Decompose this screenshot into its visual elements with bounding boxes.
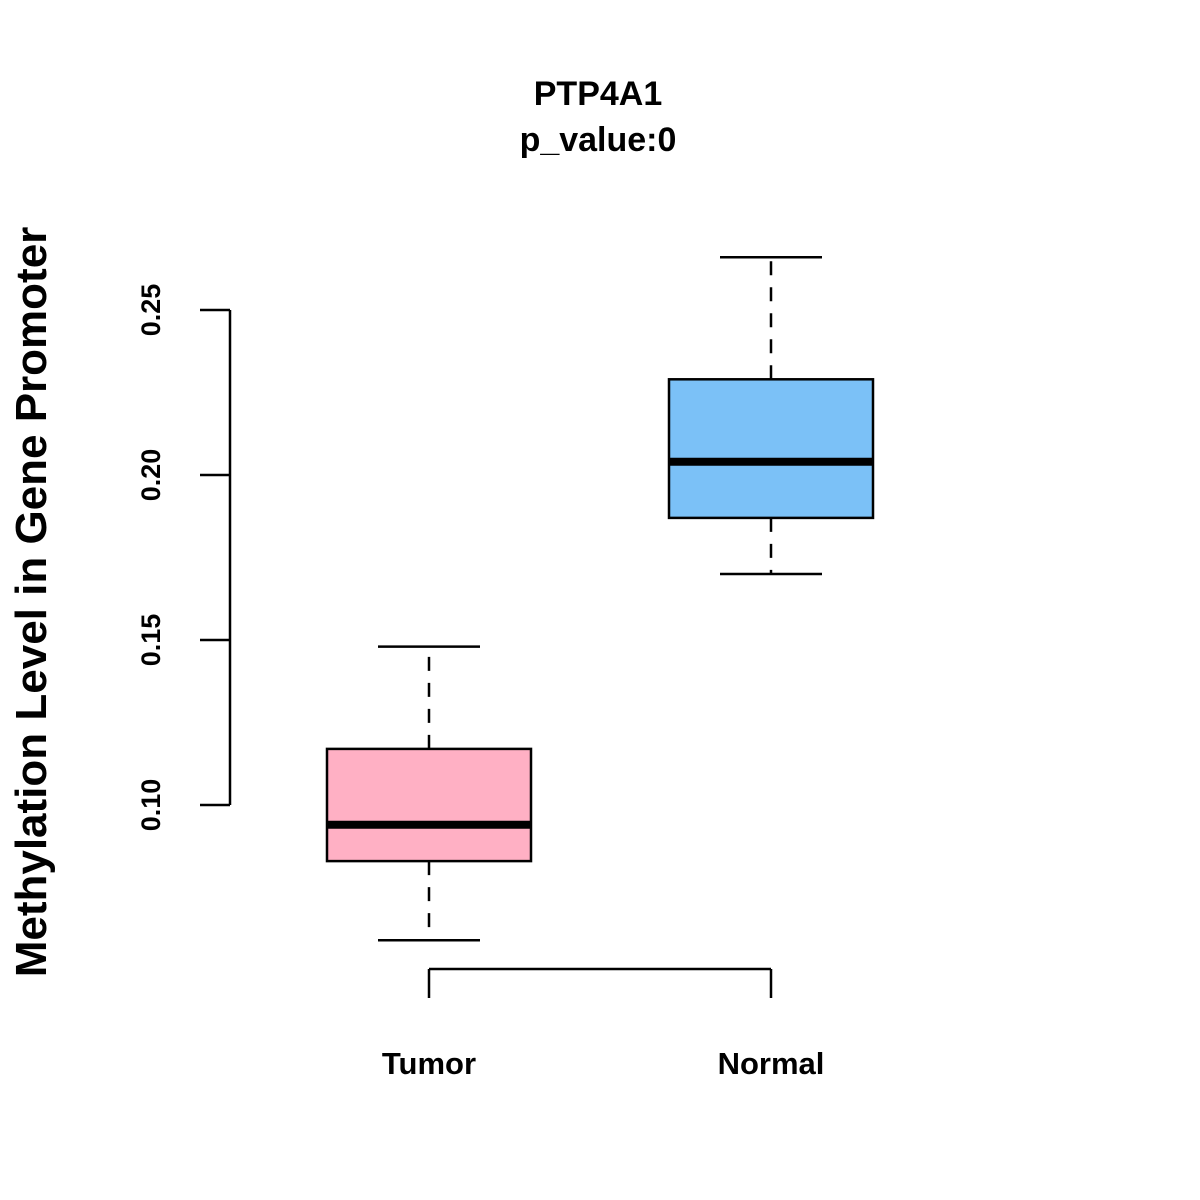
chart-title: PTP4A1	[534, 75, 663, 113]
x-tick-label-normal: Normal	[718, 1046, 825, 1081]
y-tick-label: 0.15	[136, 614, 166, 667]
boxes-group	[325, 255, 875, 942]
y-axis-label: Methylation Level in Gene Promoter	[7, 227, 56, 978]
box-normal	[667, 255, 875, 576]
y-tick-label: 0.10	[136, 779, 166, 832]
chart-subtitle: p_value:0	[520, 121, 677, 159]
iqr-box	[325, 747, 533, 863]
iqr-box	[667, 378, 875, 520]
x-tick-label-tumor: Tumor	[382, 1046, 476, 1081]
box-tumor	[325, 645, 533, 942]
y-tick-label: 0.25	[136, 284, 166, 337]
x-axis: Tumor Normal	[382, 967, 825, 1081]
y-axis: 0.10 0.15 0.20 0.25	[136, 284, 232, 832]
y-tick-label: 0.20	[136, 449, 166, 502]
